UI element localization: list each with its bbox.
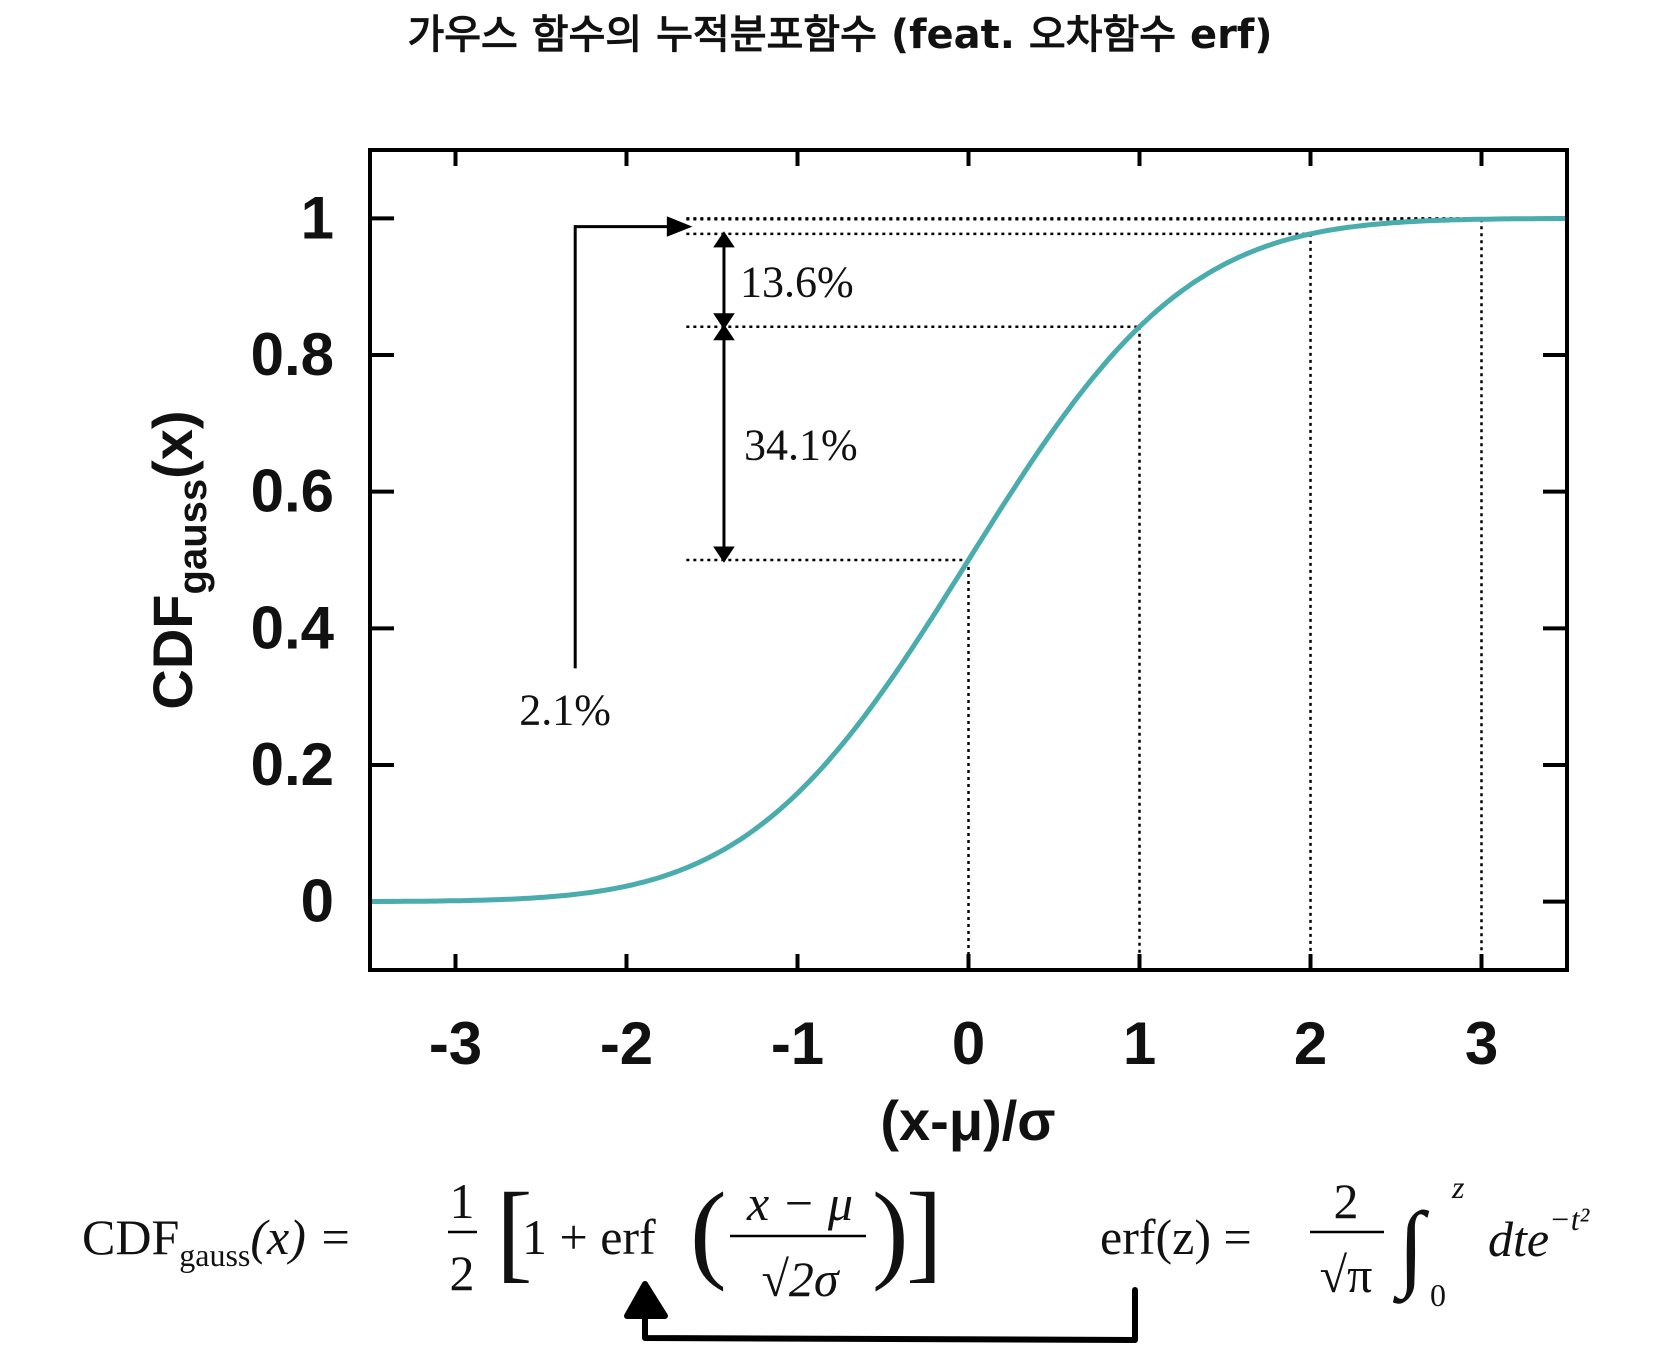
arrow-13-6-head-bottom (713, 313, 735, 330)
cdf-formula-lhs: CDF (82, 1209, 179, 1265)
right-paren: ) (872, 1170, 909, 1292)
integral-upper-limit: z (1451, 1169, 1465, 1205)
cdf-formula-lhs-sub: gauss (179, 1237, 250, 1273)
right-bracket: ] (906, 1170, 943, 1292)
x-tick-labels: -3 -2 -1 0 1 2 3 (429, 1010, 1498, 1077)
annotation-13-6-percent: 13.6% (740, 257, 854, 306)
y-tick-labels: 0 0.2 0.4 0.6 0.8 1 (251, 184, 335, 934)
cdf-curve (370, 216, 1567, 904)
x-axis-label: (x-μ)/σ (880, 1089, 1055, 1152)
cdf-chart: -3 -2 -1 0 1 2 3 0 0.2 0.4 0.6 0.8 1 (x-μ)/σ CDFgau… (141, 148, 1569, 1152)
left-paren: ( (690, 1170, 727, 1292)
erf-denominator: √π (1320, 1247, 1373, 1303)
erf-numerator: 2 (1334, 1173, 1359, 1229)
y-axis-label: CDFgauss(x) (141, 410, 215, 709)
y-axis-label-sub: gauss (171, 479, 215, 595)
y-axis-label-main: CDF (141, 594, 204, 709)
link-arrow-head (624, 1281, 668, 1319)
one-plus-erf: 1 + erf (522, 1209, 656, 1265)
half-denominator: 2 (450, 1245, 475, 1301)
integrand-exponent: −t² (1549, 1201, 1590, 1237)
erf-formula: erf(z) = 2 √π ∫ z 0 dte−t² (1100, 1169, 1591, 1313)
arrow-34-1-head-bottom (713, 546, 735, 563)
arrow-13-6-head-top (713, 231, 735, 248)
axis-ticks (370, 150, 1567, 970)
integral-lower-limit: 0 (1430, 1277, 1446, 1313)
cdf-formula: CDFgauss(x) = 1 2 [ 1 + erf ( x − μ √2σ … (82, 1170, 943, 1307)
arrow-2-1-head (666, 216, 693, 237)
fraction-numerator: x − μ (746, 1175, 853, 1231)
cdf-formula-lhs-arg: (x) = (250, 1209, 352, 1265)
annotation-arrows (573, 216, 735, 669)
link-arrow (624, 1281, 1138, 1343)
y-tick-label-5: 1 (301, 184, 334, 251)
reference-lines (686, 217, 1567, 970)
x-tick-label-5: 2 (1294, 1010, 1327, 1077)
integral-sign: ∫ (1392, 1192, 1430, 1304)
link-arrow-path (642, 1287, 1138, 1343)
svg-text:CDFgauss(x) =: CDFgauss(x) = (82, 1209, 352, 1273)
y-tick-label-3: 0.6 (251, 458, 334, 525)
x-tick-label-1: -2 (600, 1010, 653, 1077)
annotation-2-1-percent: 2.1% (519, 685, 611, 734)
x-tick-label-4: 1 (1123, 1010, 1156, 1077)
half-numerator: 1 (450, 1173, 475, 1229)
erf-formula-lhs: erf(z) = (1100, 1209, 1252, 1265)
x-tick-label-6: 3 (1465, 1010, 1498, 1077)
plot-frame (368, 148, 1569, 972)
y-tick-label-4: 0.8 (251, 321, 334, 388)
x-tick-label-3: 0 (952, 1010, 985, 1077)
y-tick-label-0: 0 (301, 868, 334, 935)
page-title: 가우스 함수의 누적분포함수 (feat. 오차함수 erf) (407, 12, 1272, 58)
integrand: dte (1488, 1211, 1549, 1267)
y-tick-label-2: 0.4 (251, 594, 335, 661)
arrow-34-1-head-top (713, 324, 735, 341)
fraction-denominator: √2σ (761, 1251, 840, 1307)
y-tick-label-1: 0.2 (251, 731, 334, 798)
left-bracket: [ (496, 1170, 533, 1292)
arrow-2-1-shaft (573, 225, 673, 669)
x-tick-label-2: -1 (771, 1010, 824, 1077)
x-tick-label-0: -3 (429, 1010, 482, 1077)
y-axis-label-tail: (x) (141, 410, 204, 478)
svg-text:dte−t²: dte−t² (1488, 1201, 1591, 1267)
annotation-34-1-percent: 34.1% (744, 420, 858, 469)
